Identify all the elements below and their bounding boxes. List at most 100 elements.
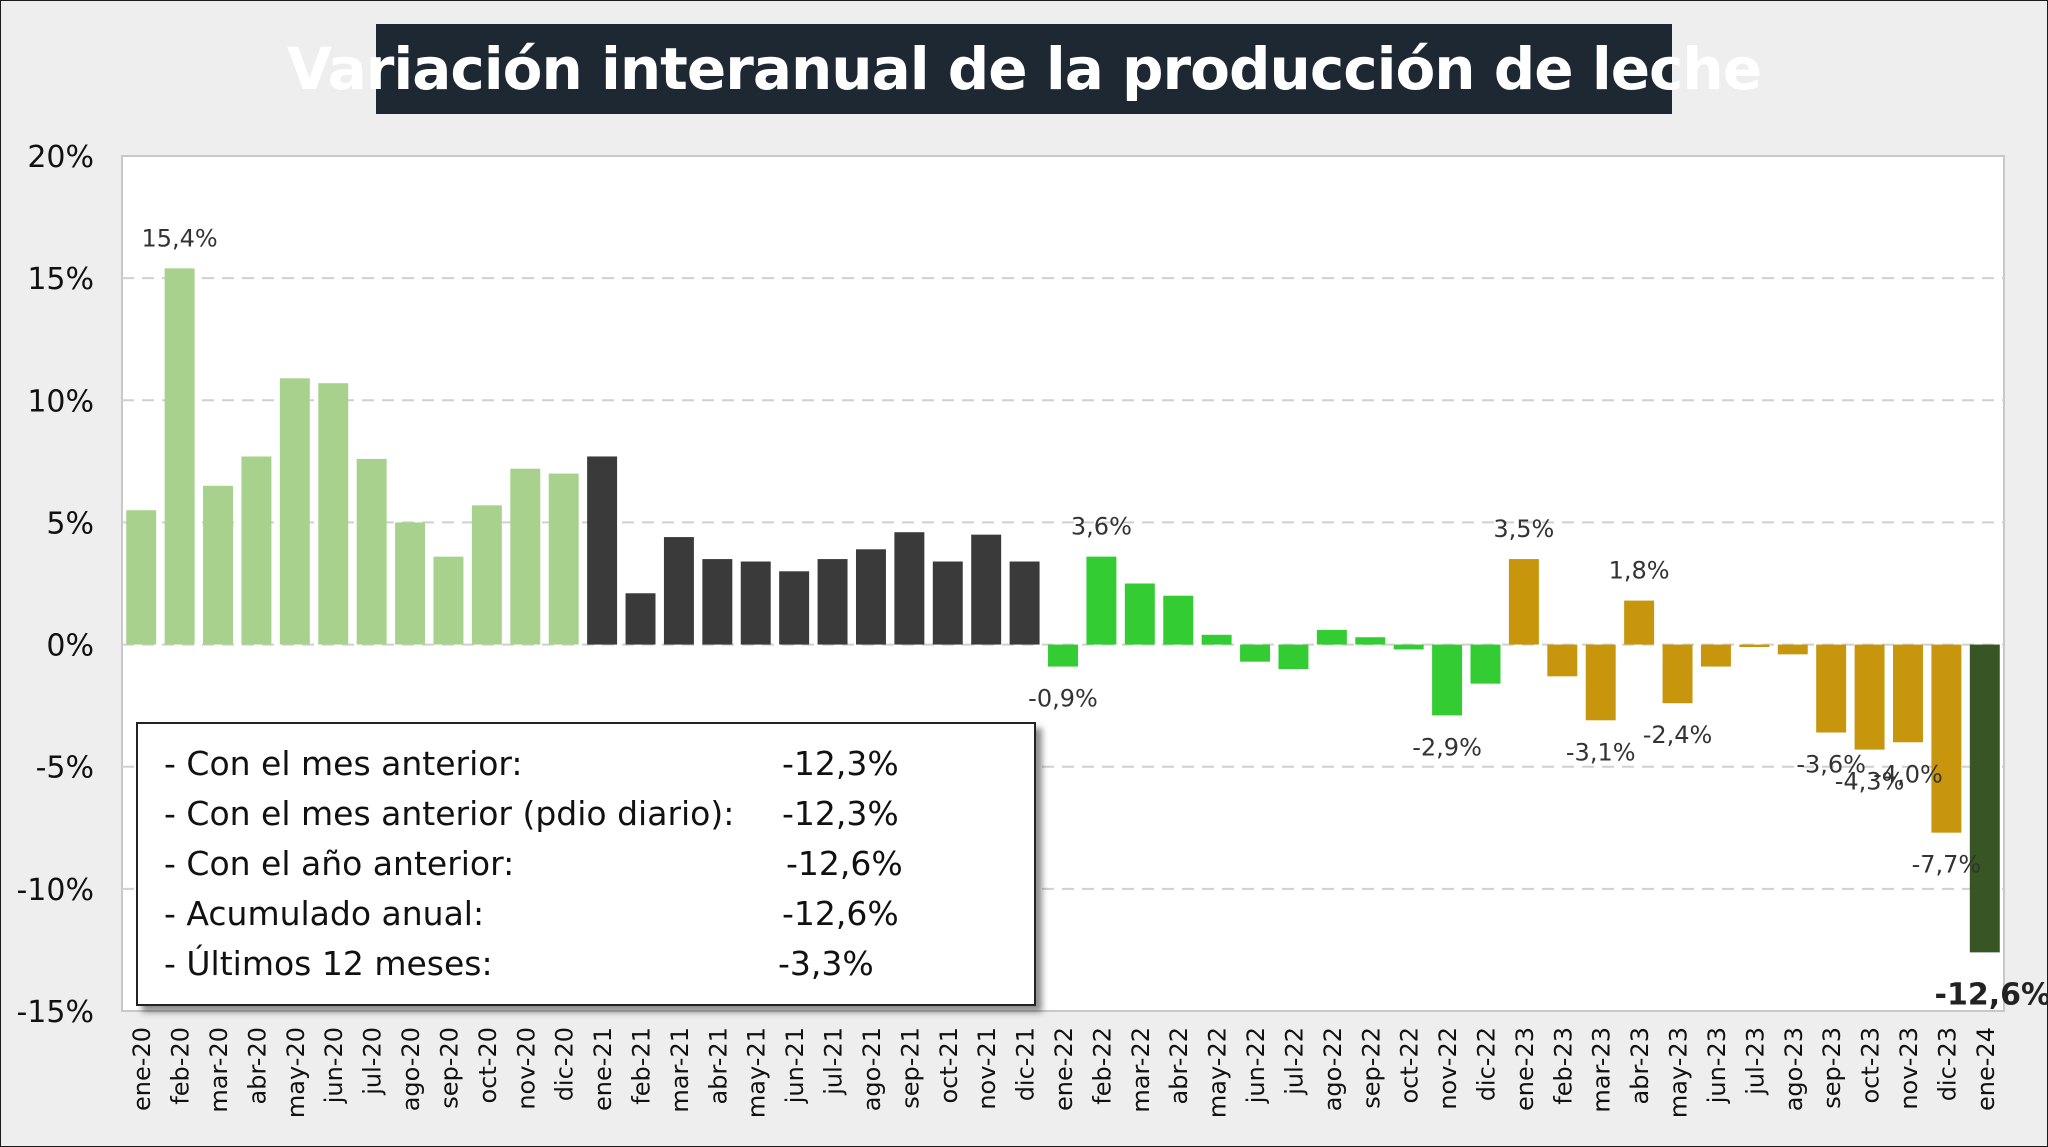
bar-ago-21 — [855, 549, 886, 645]
bar-jun-22 — [1240, 644, 1271, 662]
summary-value: -12,3% — [782, 744, 899, 783]
bar-jun-21 — [779, 571, 810, 645]
summary-row: - Últimos 12 meses: -3,3% — [164, 944, 1024, 992]
bar-mar-23 — [1585, 644, 1616, 721]
bar-jun-20 — [318, 383, 349, 645]
x-tick-label: oct-22 — [1396, 1027, 1424, 1104]
x-tick-label: mar-20 — [205, 1027, 233, 1113]
data-label: -2,4% — [1643, 721, 1713, 749]
y-tick-label: 0% — [46, 629, 94, 664]
bar-jun-23 — [1700, 644, 1731, 667]
summary-label: - Con el mes anterior (pdio diario): — [164, 794, 735, 833]
bar-feb-22 — [1086, 556, 1117, 645]
x-tick-label: may-23 — [1665, 1027, 1693, 1118]
bar-mar-21 — [663, 537, 694, 645]
x-tick-label: jun-21 — [781, 1027, 809, 1104]
x-tick-label: jun-22 — [1242, 1027, 1270, 1104]
summary-label: - Últimos 12 meses: — [164, 944, 493, 983]
bars — [126, 268, 2000, 953]
bar-may-20 — [279, 378, 310, 645]
x-tick-label: sep-22 — [1357, 1027, 1385, 1109]
bar-abr-20 — [241, 456, 272, 645]
x-tick-label: dic-20 — [551, 1027, 579, 1101]
x-tick-label: feb-23 — [1549, 1027, 1577, 1105]
y-tick-label: 20% — [27, 140, 94, 175]
bar-abr-21 — [702, 559, 733, 645]
bar-ene-22 — [1048, 644, 1078, 667]
data-labels: 15,4% -0,9% 3,6% -2,9% 3,5% -3,1% 1,8% -2,4% -3,… — [141, 224, 2048, 1012]
data-label: -7,7% — [1912, 851, 1982, 879]
x-tick-label: jul-22 — [1280, 1027, 1308, 1096]
summary-row: - Acumulado anual: -12,6% — [164, 894, 1024, 942]
bar-nov-23 — [1893, 644, 1923, 743]
y-tick-label: 15% — [27, 262, 94, 297]
bar-nov-22 — [1432, 644, 1463, 716]
y-tick-label: -10% — [16, 873, 94, 908]
bar-ene-24 — [1969, 644, 2000, 953]
bar-dic-23 — [1931, 644, 1962, 833]
x-tick-label: feb-20 — [167, 1027, 195, 1105]
summary-label: - Con el año anterior: — [164, 844, 515, 883]
x-tick-label: mar-21 — [666, 1027, 694, 1113]
bar-may-23 — [1662, 644, 1693, 704]
bar-jul-21 — [817, 559, 848, 645]
x-tick-label: may-20 — [282, 1027, 310, 1118]
data-label: 3,5% — [1493, 515, 1554, 543]
x-tick-label: dic-21 — [1012, 1027, 1040, 1101]
x-tick-label: ene-21 — [589, 1027, 617, 1111]
bar-ago-23 — [1777, 644, 1808, 655]
y-axis-ticks: 20% 15% 10% 5% 0% -5% -10% -15% — [16, 140, 94, 1030]
bar-abr-22 — [1163, 595, 1194, 645]
y-tick-label: 5% — [46, 506, 94, 541]
bar-oct-21 — [932, 561, 963, 645]
x-tick-label: sep-21 — [896, 1027, 924, 1109]
bar-may-22 — [1201, 634, 1232, 645]
summary-row: - Con el mes anterior (pdio diario): -12… — [164, 794, 1024, 842]
summary-value: -12,6% — [786, 844, 903, 883]
x-tick-label: ene-20 — [128, 1027, 156, 1111]
data-label: 3,6% — [1071, 513, 1132, 541]
summary-row: - Con el año anterior: -12,6% — [164, 844, 1024, 892]
x-tick-label: abr-23 — [1626, 1027, 1654, 1104]
data-label: -2,9% — [1412, 733, 1482, 761]
bar-jul-22 — [1278, 644, 1309, 669]
data-label: 1,8% — [1609, 557, 1670, 585]
x-tick-label: ene-23 — [1511, 1027, 1539, 1111]
x-tick-label: sep-20 — [435, 1027, 463, 1109]
bar-feb-21 — [625, 593, 656, 645]
bar-ene-21 — [587, 456, 618, 645]
summary-row: - Con el mes anterior: -12,3% — [164, 744, 1024, 792]
bar-sep-22 — [1355, 637, 1386, 645]
summary-label: - Acumulado anual: — [164, 894, 485, 933]
x-tick-label: dic-22 — [1472, 1027, 1500, 1101]
data-label: 15,4% — [141, 224, 217, 252]
x-tick-label: sep-23 — [1818, 1027, 1846, 1109]
x-tick-label: jul-20 — [359, 1027, 387, 1096]
data-label: -0,9% — [1028, 685, 1098, 713]
x-tick-label: ene-24 — [1972, 1027, 2000, 1111]
bar-ene-20 — [126, 510, 157, 645]
bar-oct-22 — [1393, 644, 1424, 650]
bar-nov-20 — [510, 468, 541, 645]
summary-label: - Con el mes anterior: — [164, 744, 523, 783]
data-label: -4,0% — [1873, 760, 1943, 788]
x-tick-label: jun-23 — [1703, 1027, 1731, 1104]
x-tick-label: ago-21 — [858, 1027, 886, 1111]
summary-value: -12,6% — [782, 894, 899, 933]
x-tick-label: jun-20 — [320, 1027, 348, 1104]
data-label: -3,6% — [1796, 751, 1866, 779]
x-tick-label: abr-20 — [243, 1027, 271, 1104]
x-tick-label: oct-23 — [1857, 1027, 1885, 1104]
summary-box: - Con el mes anterior: -12,3% - Con el m… — [136, 722, 1036, 1006]
x-tick-label: may-22 — [1204, 1027, 1232, 1118]
bar-dic-21 — [1009, 561, 1040, 645]
bar-dic-22 — [1470, 644, 1501, 684]
x-tick-label: ago-22 — [1319, 1027, 1347, 1111]
chart-title: Variación interanual de la producción de… — [286, 35, 1762, 103]
bar-nov-21 — [971, 534, 1002, 645]
x-tick-label: nov-21 — [973, 1027, 1001, 1110]
summary-value: -12,3% — [782, 794, 899, 833]
x-tick-label: jul-23 — [1741, 1027, 1769, 1096]
y-tick-label: -15% — [16, 995, 94, 1030]
bar-mar-20 — [203, 485, 233, 645]
